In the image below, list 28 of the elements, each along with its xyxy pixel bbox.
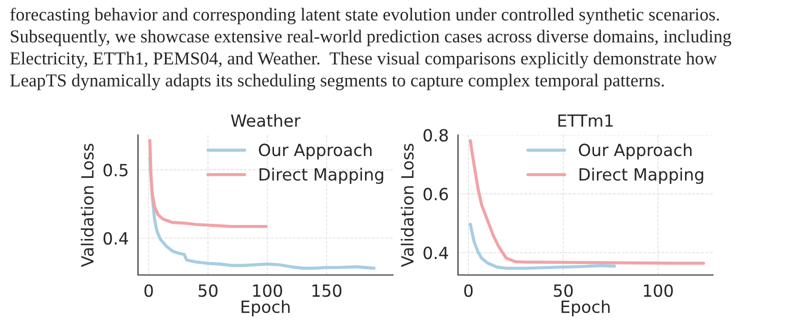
legend-label: Direct Mapping [580, 168, 704, 184]
legend-label: Direct Mapping [260, 168, 384, 184]
chart-title: ETTm1 [558, 114, 613, 127]
x-tick-label: 0 [464, 284, 473, 297]
legend-label: Our Approach [578, 143, 692, 160]
text: Subsequently, we showcase extensive real-world prediction cases across diverse domains, including [10, 30, 732, 46]
text: LeapTS dynamically adapts its scheduling segments to capture complex temporal patterns. [10, 74, 664, 90]
x-tick-label: 100 [253, 284, 282, 297]
x-axis-title: Epoch [562, 300, 610, 316]
x-tick-label: 0 [144, 284, 153, 297]
y-axis-title: Validation Loss [80, 144, 94, 267]
y-tick-label: 0.4 [424, 246, 448, 260]
line-series [468, 139, 706, 265]
y-tick-label: 0.4 [104, 232, 128, 245]
chart-title: Weather [230, 114, 301, 127]
y-tick-label: 0.5 [104, 164, 128, 176]
y-tick-label: 0.8 [424, 128, 448, 142]
x-tick-label: 50 [198, 284, 218, 297]
y-tick-label: 0.6 [424, 188, 448, 200]
x-axis-title: Epoch [242, 300, 290, 316]
x-tick-label: 50 [554, 284, 573, 297]
x-tick-label: 100 [644, 284, 673, 297]
legend-label: Our Approach [258, 143, 372, 160]
line-series [468, 222, 616, 270]
y-axis-title: Validation Loss [400, 144, 414, 267]
text: forecasting behavior and corresponding latent state evolution under controlled synthetic scenarios. [10, 8, 719, 24]
x-tick-label: 150 [312, 284, 342, 297]
text: Electricity, ETTh1, PEMS04, and Weather. These visual comparisons explicitly demonstrate how [10, 52, 717, 68]
